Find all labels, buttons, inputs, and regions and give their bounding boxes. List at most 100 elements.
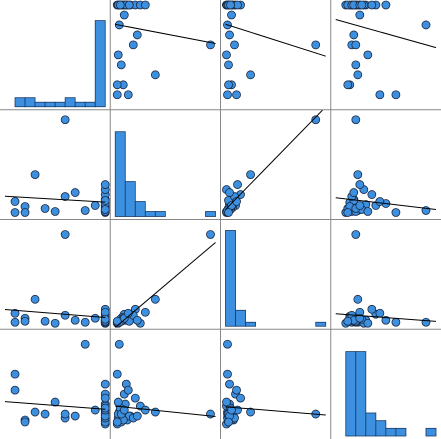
point	[150, 294, 160, 304]
point	[232, 385, 241, 395]
point	[230, 40, 239, 50]
panel	[335, 115, 437, 217]
point	[40, 409, 50, 419]
point	[222, 50, 231, 60]
point	[10, 385, 20, 395]
fit-line	[115, 405, 216, 417]
point	[50, 207, 60, 216]
fit-line	[115, 23, 216, 44]
point	[123, 90, 133, 100]
point	[246, 70, 255, 80]
point	[225, 30, 234, 40]
point	[150, 407, 160, 417]
point	[140, 307, 150, 317]
point	[132, 411, 142, 421]
point	[375, 308, 385, 318]
point	[246, 170, 255, 180]
point	[100, 205, 110, 214]
point	[100, 314, 110, 324]
hist-bar	[345, 351, 357, 437]
panel	[335, 0, 437, 100]
point	[375, 197, 385, 206]
hist-bar	[114, 131, 126, 217]
point	[80, 317, 90, 327]
point	[363, 207, 373, 216]
point	[223, 90, 232, 100]
point	[20, 208, 30, 217]
point	[223, 369, 232, 379]
point	[421, 20, 431, 30]
point	[132, 315, 142, 325]
hist-bar	[84, 101, 96, 108]
point	[112, 316, 122, 326]
point	[113, 50, 123, 60]
point	[343, 80, 353, 90]
hist-bar	[14, 97, 26, 108]
hist-bar	[225, 230, 236, 327]
fit-line	[4, 308, 106, 319]
point	[132, 30, 142, 40]
point	[112, 90, 122, 100]
point	[60, 310, 70, 320]
point	[60, 409, 70, 419]
point	[353, 170, 363, 180]
point	[357, 0, 367, 10]
point	[100, 379, 110, 389]
panel	[14, 20, 106, 108]
panel	[4, 230, 110, 328]
point	[391, 208, 401, 217]
panel	[345, 351, 437, 437]
point	[124, 0, 134, 10]
hist-bar	[395, 427, 407, 437]
point	[112, 369, 122, 379]
point	[349, 188, 359, 197]
panel	[222, 339, 326, 429]
point	[355, 10, 365, 20]
point	[353, 70, 363, 80]
point	[391, 90, 401, 100]
hist-bar	[144, 211, 156, 217]
panel	[4, 339, 110, 429]
point	[123, 385, 133, 395]
hist-bar	[375, 420, 387, 437]
point	[343, 316, 353, 326]
point	[100, 180, 110, 189]
hist-bar	[74, 101, 86, 108]
point	[70, 315, 80, 325]
point	[80, 339, 90, 349]
hist-bar	[94, 20, 106, 108]
hist-bar	[235, 309, 246, 327]
point	[224, 80, 233, 90]
point	[227, 10, 236, 20]
point	[30, 407, 40, 417]
point	[206, 230, 215, 239]
hist-bar	[134, 201, 146, 217]
hist-bar	[64, 97, 76, 108]
point	[100, 403, 110, 413]
point	[115, 0, 125, 10]
fit-line	[225, 109, 324, 210]
point	[112, 417, 122, 427]
point	[367, 190, 377, 199]
point	[50, 397, 60, 407]
panel	[225, 230, 327, 327]
point	[60, 115, 70, 125]
panel	[112, 339, 216, 429]
point	[222, 397, 231, 407]
point	[20, 417, 30, 427]
point	[355, 180, 365, 189]
panel	[112, 0, 216, 100]
point	[114, 339, 124, 349]
hist-bar	[154, 211, 166, 217]
fit-line	[225, 23, 326, 57]
point	[375, 90, 385, 100]
hist-bar	[205, 211, 216, 217]
point	[232, 197, 241, 206]
fit-line	[4, 401, 106, 410]
point	[227, 405, 236, 415]
point	[223, 339, 232, 349]
point	[355, 313, 365, 323]
point	[80, 206, 90, 215]
point	[140, 0, 150, 10]
point	[311, 40, 321, 50]
